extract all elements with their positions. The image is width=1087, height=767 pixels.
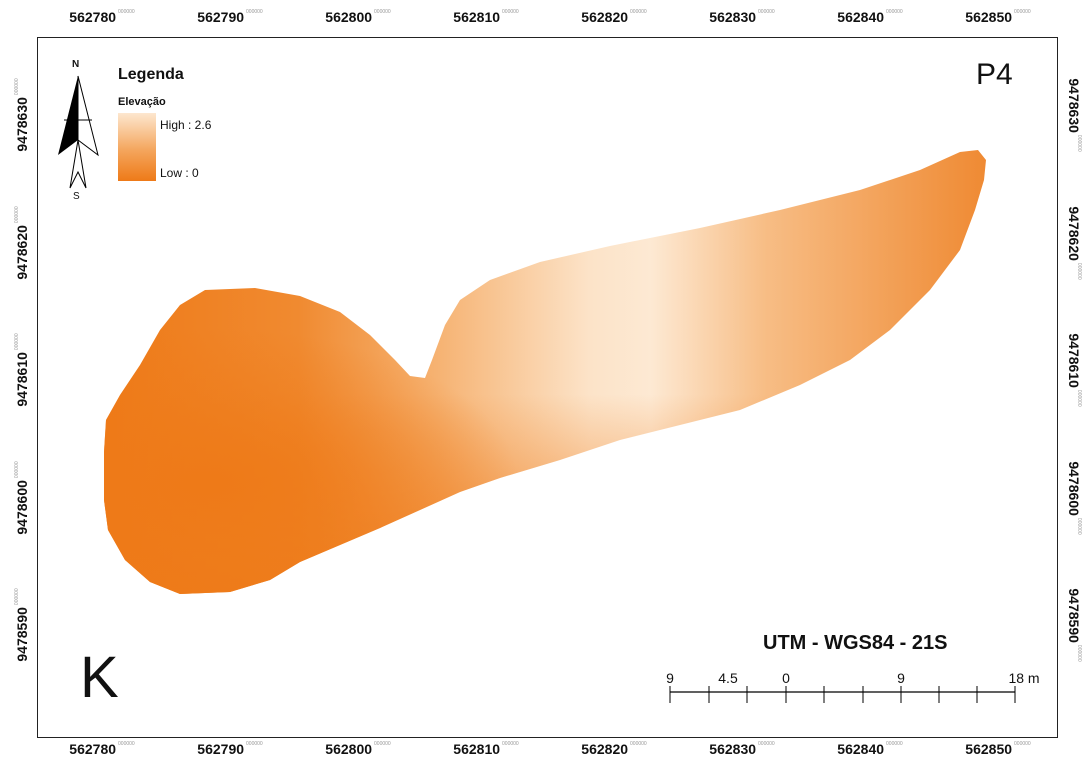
y-tick-label: 9478620000000 <box>1066 206 1082 280</box>
x-tick-label: 562790 000000 <box>197 741 263 757</box>
scale-label: 9 <box>897 670 905 686</box>
x-tick-label: 562850 000000 <box>965 741 1031 757</box>
x-tick-label: 562850 000000 <box>965 9 1031 25</box>
y-tick-label: 9478590000000 <box>1066 588 1082 662</box>
x-tick-label: 562840 000000 <box>837 9 903 25</box>
legend-title: Legenda <box>118 66 184 83</box>
corner-letter: K <box>80 645 119 710</box>
scale-label: 9 <box>666 670 674 686</box>
x-tick-label: 562810 000000 <box>453 9 519 25</box>
legend-color-ramp <box>118 113 156 181</box>
legend-field: Elevação <box>118 96 166 108</box>
crs-label: UTM - WGS84 - 21S <box>763 632 948 654</box>
x-tick-label: 562820 000000 <box>581 741 647 757</box>
elevation-low-zone <box>104 150 986 594</box>
x-tick-label: 562780 000000 <box>69 9 135 25</box>
x-tick-label: 562800 000000 <box>325 741 391 757</box>
x-tick-label: 562800 000000 <box>325 9 391 25</box>
y-tick-label: 9478590000000 <box>14 588 30 662</box>
x-tick-label: 562820 000000 <box>581 9 647 25</box>
y-tick-label: 9478600000000 <box>1066 461 1082 535</box>
y-tick-label: 9478610000000 <box>14 333 30 407</box>
scale-label: 0 <box>782 670 790 686</box>
legend-high-label: High : 2.6 <box>160 118 212 132</box>
y-tick-label: 9478610000000 <box>1066 333 1082 407</box>
y-tick-label: 9478630000000 <box>14 78 30 152</box>
scale-bar <box>669 686 1016 703</box>
scale-label: 18 m <box>1008 670 1040 686</box>
x-tick-label: 562780 000000 <box>69 741 135 757</box>
y-tick-label: 9478600000000 <box>14 461 30 535</box>
x-tick-label: 562830 000000 <box>709 741 775 757</box>
x-tick-label: 562840 000000 <box>837 741 903 757</box>
y-tick-label: 9478620000000 <box>14 206 30 280</box>
y-tick-label: 9478630000000 <box>1066 78 1082 152</box>
x-tick-label: 562810 000000 <box>453 741 519 757</box>
x-tick-label: 562830 000000 <box>709 9 775 25</box>
scale-label: 4.5 <box>718 670 738 686</box>
x-tick-label: 562790 000000 <box>197 9 263 25</box>
south-label: S <box>73 191 80 202</box>
north-label: N <box>72 59 80 70</box>
north-arrow-icon <box>58 75 99 189</box>
legend-low-label: Low : 0 <box>160 166 199 180</box>
panel-label: P4 <box>976 58 1013 91</box>
